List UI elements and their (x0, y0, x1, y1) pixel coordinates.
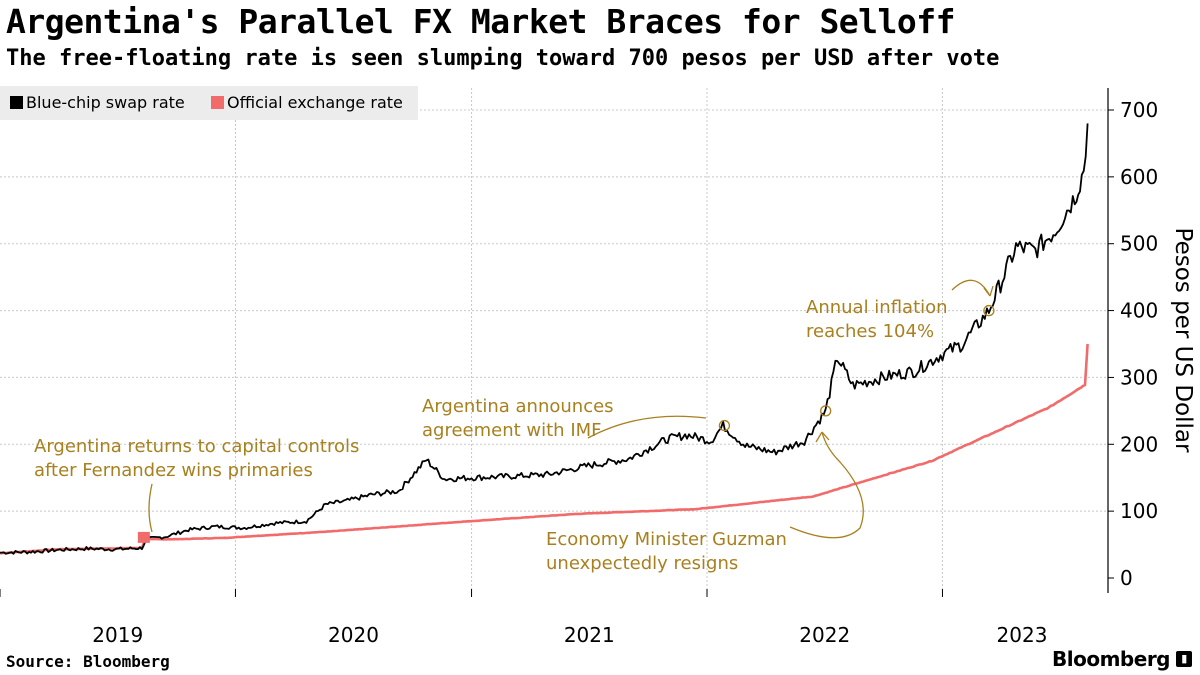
event-marker (137, 531, 150, 543)
annotation-imf: Argentina announces (422, 396, 614, 417)
y-tick-label: 100 (1120, 499, 1158, 523)
annotation-guzman: unexpectedly resigns (546, 553, 738, 574)
y-tick-label: 500 (1120, 232, 1158, 256)
y-tick-label: 700 (1120, 98, 1158, 122)
official-rate-line (0, 343, 1089, 555)
y-tick-label: 300 (1120, 365, 1158, 389)
chart-subtitle: The free-floating rate is seen slumping … (6, 46, 1000, 71)
y-tick-label: 400 (1120, 299, 1158, 323)
annotation-imf: agreement with IMF (422, 420, 602, 441)
grid (0, 88, 1106, 593)
series (0, 123, 1089, 555)
legend: Blue-chip swap rate Official exchange rat… (0, 86, 418, 120)
annotation-arrow (789, 431, 864, 539)
annotation-arrow (148, 483, 153, 533)
legend-background (0, 86, 418, 120)
legend-label: Blue-chip swap rate (26, 93, 185, 112)
event-circle (718, 419, 731, 432)
event-circle (983, 304, 995, 317)
y-tick-label: 200 (1120, 432, 1158, 456)
logo-text: Bloomberg (1052, 647, 1170, 671)
bloomberg-logo: Bloomberg ▮ (1052, 647, 1192, 671)
annotations: Argentina returns to capital controls aft… (34, 279, 995, 574)
terminal-icon: ▮ (1176, 651, 1192, 667)
annotation-inflation: reaches 104% (806, 321, 934, 342)
x-tick-label: 2023 (997, 623, 1048, 647)
legend-label: Official exchange rate (227, 93, 403, 112)
annotation-inflation: Annual inflation (806, 297, 948, 318)
x-tick-label: 2021 (564, 623, 615, 647)
annotation-arrowhead (983, 285, 994, 297)
y-axis-label: Pesos per US Dollar (1170, 228, 1196, 453)
legend-swatch (10, 96, 23, 109)
annotation-arrow (587, 415, 707, 439)
x-tick-label: 2019 (92, 623, 143, 647)
event-circle (820, 405, 832, 417)
annotation-capital-controls: after Fernandez wins primaries (34, 460, 313, 481)
annotation-arrowhead (815, 431, 830, 443)
source-note: Source: Bloomberg (6, 652, 170, 671)
blue-chip-line (0, 123, 1089, 555)
x-tick-label: 2020 (328, 623, 379, 647)
annotation-capital-controls: Argentina returns to capital controls (34, 436, 359, 457)
x-tick-label: 2022 (799, 623, 850, 647)
y-tick-label: 0 (1120, 566, 1133, 590)
axes: 0 100 200 300 400 500 600 700 2019 2020 2021 2022 20… (0, 88, 1196, 647)
annotation-guzman: Economy Minister Guzman (546, 529, 787, 550)
y-tick-label: 600 (1120, 165, 1158, 189)
legend-swatch (211, 96, 224, 109)
chart-title: Argentina's Parallel FX Market Braces fo… (6, 2, 956, 41)
